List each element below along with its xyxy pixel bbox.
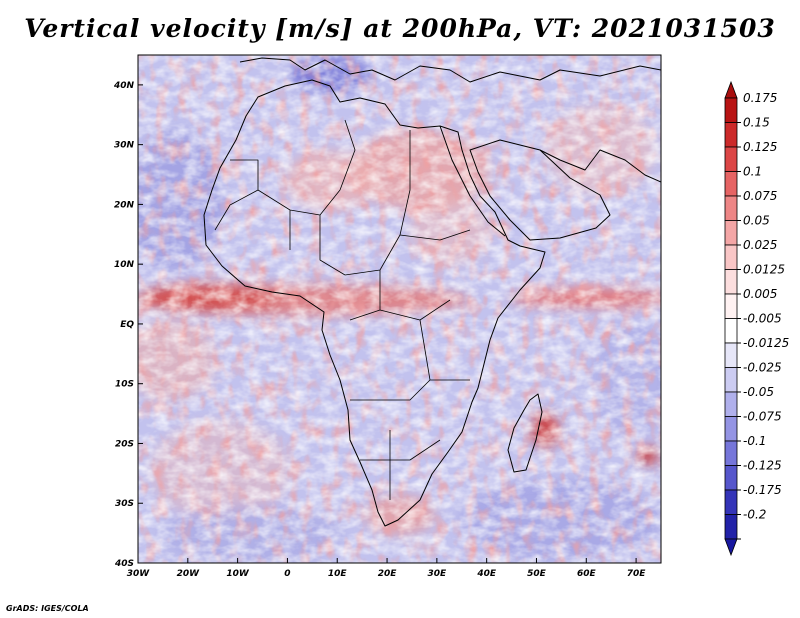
- lat-tick-label: 40S: [114, 559, 134, 569]
- colorbar-label: 0.1: [743, 165, 762, 179]
- lon-tick-label: 10E: [328, 569, 348, 579]
- colorbar-label: 0.0125: [743, 263, 785, 277]
- colorbar-top-triangle: [724, 80, 738, 99]
- colorbar-label: 0.025: [743, 238, 777, 252]
- colorbar-swatch: [724, 146, 738, 172]
- lon-tick-label: 0: [284, 569, 290, 579]
- europe-coast: [239, 57, 661, 83]
- red-sea: [439, 125, 506, 237]
- colorbar-swatch: [724, 367, 738, 393]
- colorbar-label: -0.0125: [743, 336, 789, 350]
- colorbar-label: -0.175: [743, 483, 782, 497]
- colorbar-bottom-triangle: [724, 538, 738, 557]
- colorbar-swatch: [724, 220, 738, 246]
- borders-west-africa: [214, 119, 471, 500]
- colorbar-label: 0.15: [743, 116, 770, 130]
- colorbar-label: 0.075: [743, 189, 777, 203]
- colorbar: 0.175 0.15 0.125 0.1 0.075 0.05 0.025 0.0125 0.0…: [724, 80, 789, 557]
- velocity-field: [138, 55, 661, 563]
- coastlines: [203, 57, 661, 527]
- colorbar-swatch: [724, 97, 738, 123]
- colorbar-label: -0.1: [743, 434, 766, 448]
- colorbar-label: 0.05: [743, 214, 770, 228]
- grads-credit: GrADS: IGES/COLA: [6, 604, 89, 613]
- colorbar-swatch: [724, 514, 738, 540]
- colorbar-label: 0.005: [743, 287, 777, 301]
- lat-tick-label: 10S: [115, 380, 134, 390]
- colorbar-swatch: [724, 489, 738, 515]
- lon-tick-label: 70E: [627, 569, 647, 579]
- lon-tick-label: 30E: [428, 569, 448, 579]
- lat-tick-label: EQ: [120, 320, 134, 330]
- plot-frame: [137, 54, 662, 564]
- colorbar-swatch: [724, 318, 738, 344]
- colorbar-label: 0.175: [743, 91, 777, 105]
- chart-title: Vertical velocity [m/s] at 200hPa, VT: 2…: [24, 14, 776, 43]
- colorbar-label: -0.025: [743, 361, 782, 375]
- persian-gulf-region: [539, 149, 661, 183]
- lat-tick-label: 20N: [114, 200, 135, 210]
- axis-ticks: 30W 20W 10W 0 10E 20E 30E 40E 50E 60E 70E 40N 30N 20N…: [113, 81, 646, 579]
- colorbar-label: -0.005: [743, 312, 782, 326]
- lon-tick-label: 20E: [378, 569, 398, 579]
- colorbar-swatch: [724, 342, 738, 368]
- lat-tick-label: 10N: [114, 260, 135, 270]
- colorbar-swatch: [724, 465, 738, 491]
- lat-tick-label: 30S: [115, 499, 134, 509]
- colorbar-label: -0.05: [743, 385, 774, 399]
- lat-tick-label: 30N: [114, 141, 135, 151]
- lon-tick-label: 20W: [177, 569, 201, 579]
- colorbar-swatch: [724, 195, 738, 221]
- colorbar-label: -0.2: [743, 508, 766, 522]
- colorbar-swatch: [724, 293, 738, 319]
- colorbar-swatch: [724, 122, 738, 148]
- colorbar-swatch: [724, 171, 738, 197]
- lon-tick-label: 60E: [577, 569, 597, 579]
- colorbar-swatch: [724, 440, 738, 466]
- colorbar-swatch: [724, 244, 738, 270]
- lat-tick-label: 40N: [113, 81, 135, 91]
- lat-tick-label: 20S: [115, 439, 134, 449]
- africa-coastline: [203, 79, 546, 527]
- madagascar: [507, 393, 543, 473]
- lon-tick-label: 10W: [226, 569, 250, 579]
- colorbar-swatch: [724, 391, 738, 417]
- lon-tick-label: 30W: [127, 569, 151, 579]
- lon-tick-label: 50E: [527, 569, 547, 579]
- colorbar-label: -0.075: [743, 410, 782, 424]
- colorbar-label: 0.125: [743, 140, 777, 154]
- colorbar-swatch: [724, 416, 738, 442]
- colorbar-swatch: [724, 269, 738, 295]
- colorbar-label: -0.125: [743, 459, 782, 473]
- field-white-speckle: [138, 55, 661, 563]
- lon-tick-label: 40E: [476, 569, 497, 579]
